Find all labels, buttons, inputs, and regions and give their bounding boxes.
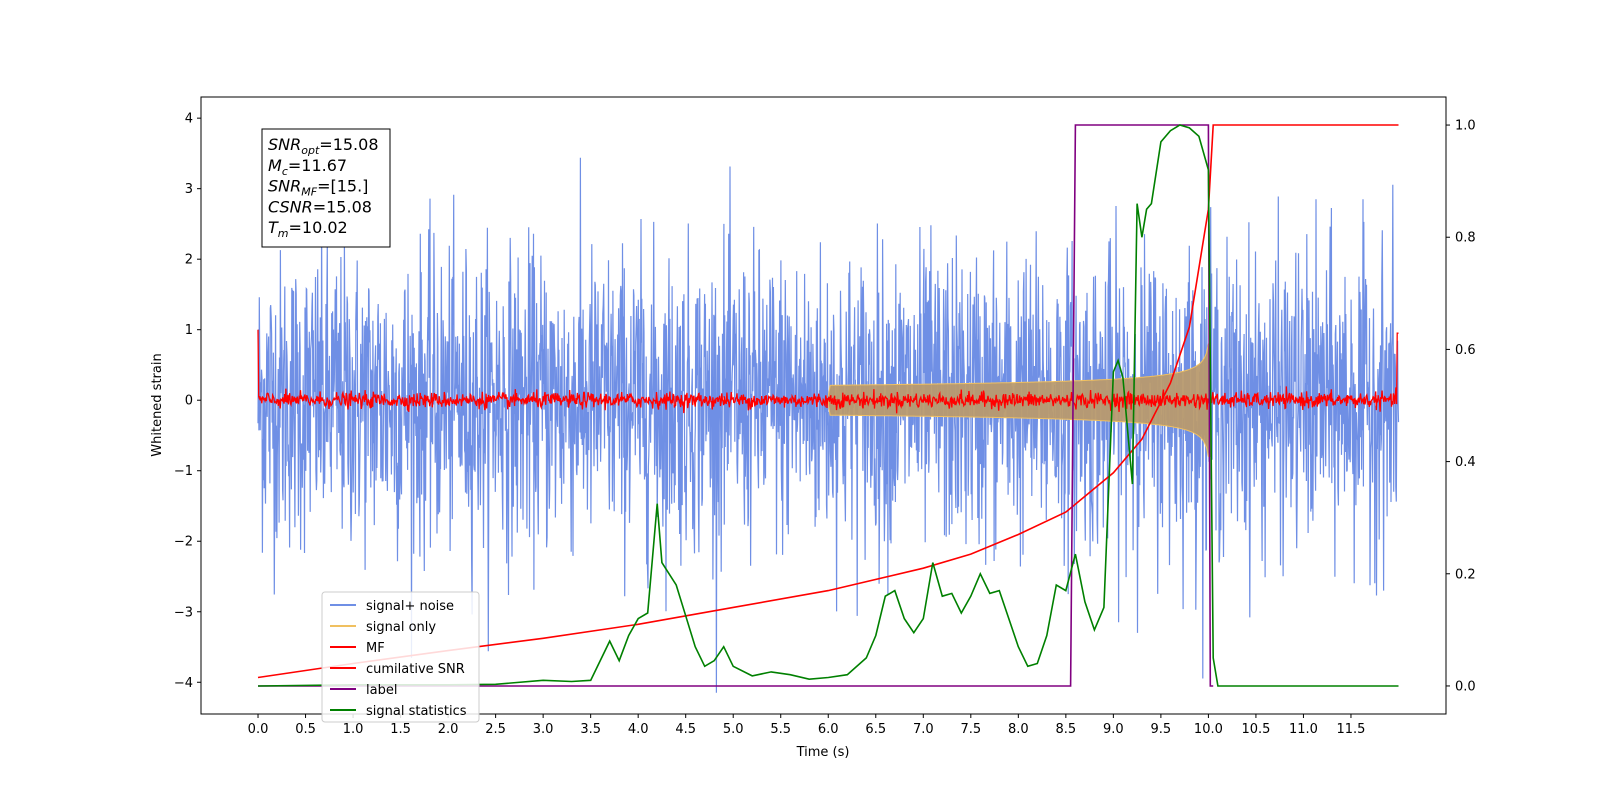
legend-label: MF xyxy=(366,641,385,656)
annotation-line: CSNR=15.08 xyxy=(268,197,372,216)
x-tick-label: 9.0 xyxy=(1103,722,1124,737)
annotation-box: SNRopt=15.08Mc=11.67SNRMF=[15.]CSNR=15.0… xyxy=(261,128,391,248)
y-tick-right-label: 0.2 xyxy=(1455,567,1476,582)
y-tick-left-label: −1 xyxy=(174,464,193,479)
x-tick-label: 2.5 xyxy=(485,722,506,737)
x-tick-label: 0.0 xyxy=(248,722,269,737)
x-tick-label: 1.0 xyxy=(343,722,364,737)
x-tick-label: 1.5 xyxy=(390,722,411,737)
y-axis-right: 0.0 0.2 0.4 0.6 0.8 1.0 xyxy=(1446,119,1476,694)
legend-label: signal statistics xyxy=(366,704,467,719)
x-tick-label: 3.0 xyxy=(533,722,554,737)
y-tick-left-label: 4 xyxy=(185,112,193,127)
y-tick-left-label: 3 xyxy=(185,182,193,197)
x-tick-label: 8.0 xyxy=(1008,722,1029,737)
x-tick-label: 9.5 xyxy=(1151,722,1172,737)
y-tick-right-label: 0.0 xyxy=(1455,679,1476,694)
x-tick-label: 7.0 xyxy=(913,722,934,737)
x-axis: 0.0 0.5 1.0 1.5 2.0 2.5 3.0 3.5 4.0 4.5 5.0 5.5 6.0 6… xyxy=(248,714,1365,737)
x-tick-label: 5.5 xyxy=(770,722,791,737)
x-tick-label: 5.0 xyxy=(723,722,744,737)
y-axis-left: −4 −3 −2 −1 0 1 2 3 4 xyxy=(174,112,201,691)
x-tick-label: 4.5 xyxy=(675,722,696,737)
y-tick-left-label: −3 xyxy=(174,605,193,620)
y-axis-label: Whitened strain xyxy=(150,353,165,456)
y-tick-left-label: 2 xyxy=(185,253,193,268)
x-tick-label: 6.0 xyxy=(818,722,839,737)
y-tick-right-label: 0.4 xyxy=(1455,455,1476,470)
series-cumilative-snr xyxy=(257,124,1399,679)
annotation-line: Mc=11.67 xyxy=(268,156,347,178)
x-tick-label: 10.0 xyxy=(1194,722,1223,737)
x-tick-label: 11.5 xyxy=(1336,722,1365,737)
x-tick-label: 3.5 xyxy=(580,722,601,737)
y-tick-left-label: 1 xyxy=(185,323,193,338)
x-tick-label: 7.5 xyxy=(960,722,981,737)
series-signal-statistics xyxy=(257,124,1399,687)
x-tick-label: 11.0 xyxy=(1289,722,1318,737)
annotation-line: Tm=10.02 xyxy=(268,218,348,240)
series-mf xyxy=(257,329,1399,414)
legend-label: signal+ noise xyxy=(366,599,454,614)
y-tick-left-label: 0 xyxy=(185,394,193,409)
x-tick-label: 6.5 xyxy=(865,722,886,737)
plot-frame xyxy=(200,96,1447,715)
legend-label: cumilative SNR xyxy=(366,662,465,677)
y-tick-left-label: −2 xyxy=(174,535,193,550)
legend-label: label xyxy=(366,683,397,698)
y-tick-right-label: 0.8 xyxy=(1455,231,1476,246)
y-tick-right-label: 1.0 xyxy=(1455,119,1476,134)
annotation-line: SNRopt=15.08 xyxy=(268,135,379,157)
x-tick-label: 4.0 xyxy=(628,722,649,737)
x-tick-label: 2.0 xyxy=(438,722,459,737)
y-tick-left-label: −4 xyxy=(174,676,193,691)
y-tick-right-label: 0.6 xyxy=(1455,343,1476,358)
x-tick-label: 0.5 xyxy=(295,722,316,737)
x-axis-label: Time (s) xyxy=(796,745,850,760)
plot-area xyxy=(257,124,1400,693)
series-label xyxy=(258,124,1214,687)
x-tick-label: 10.5 xyxy=(1241,722,1270,737)
annotation-line: SNRMF=[15.] xyxy=(268,177,368,199)
legend-label: signal only xyxy=(366,620,436,635)
x-tick-label: 8.5 xyxy=(1056,722,1077,737)
legend: signal+ noise signal only MF cumilative SNR… xyxy=(321,591,480,723)
